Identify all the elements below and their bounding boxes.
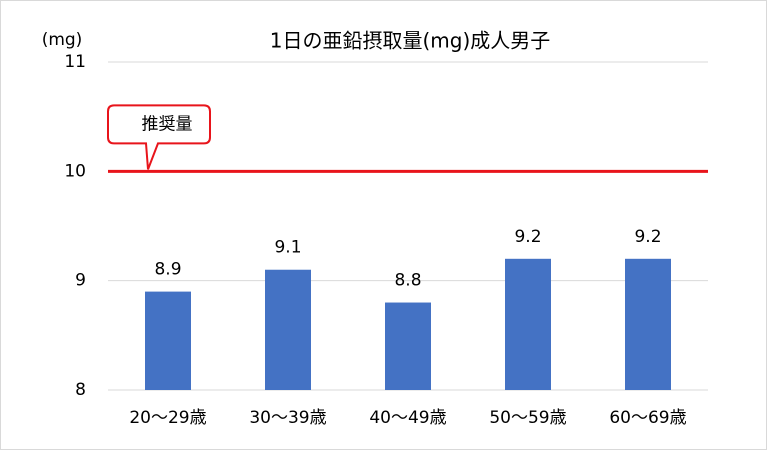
y-tick-label: 10 — [64, 161, 86, 181]
data-label: 8.8 — [394, 271, 421, 291]
bar — [505, 258, 551, 390]
y-axis-label: (mg) — [42, 30, 83, 50]
x-tick-label: 20～29歳 — [129, 408, 206, 428]
callout-label: 推奨量 — [142, 114, 193, 134]
data-label: 9.1 — [274, 238, 301, 258]
data-label: 9.2 — [634, 227, 661, 247]
chart-title: 1日の亜鉛摂取量(mg)成人男子 — [270, 29, 551, 53]
data-label: 9.2 — [514, 227, 541, 247]
callout-box — [107, 104, 211, 170]
bar — [265, 269, 311, 390]
x-tick-label: 40～49歳 — [369, 408, 446, 428]
bar — [625, 258, 671, 390]
x-tick-label: 30～39歳 — [249, 408, 326, 428]
data-label: 8.9 — [154, 260, 181, 280]
x-tick-label: 50～59歳 — [489, 408, 566, 428]
bar — [145, 291, 191, 390]
x-tick-label: 60～69歳 — [609, 408, 686, 428]
y-tick-label: 11 — [64, 52, 86, 72]
y-tick-label: 8 — [75, 380, 86, 400]
y-tick-label: 9 — [75, 271, 86, 291]
bar — [385, 302, 431, 390]
